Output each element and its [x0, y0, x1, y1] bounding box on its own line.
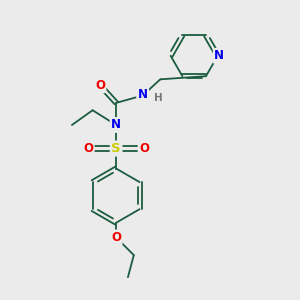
- Text: O: O: [111, 231, 121, 244]
- Text: N: N: [214, 49, 224, 62]
- Text: O: O: [95, 79, 105, 92]
- Text: O: O: [139, 142, 149, 155]
- Text: O: O: [83, 142, 93, 155]
- Text: N: N: [111, 118, 121, 131]
- Text: N: N: [138, 88, 148, 101]
- Text: S: S: [111, 142, 121, 155]
- Text: H: H: [154, 93, 162, 103]
